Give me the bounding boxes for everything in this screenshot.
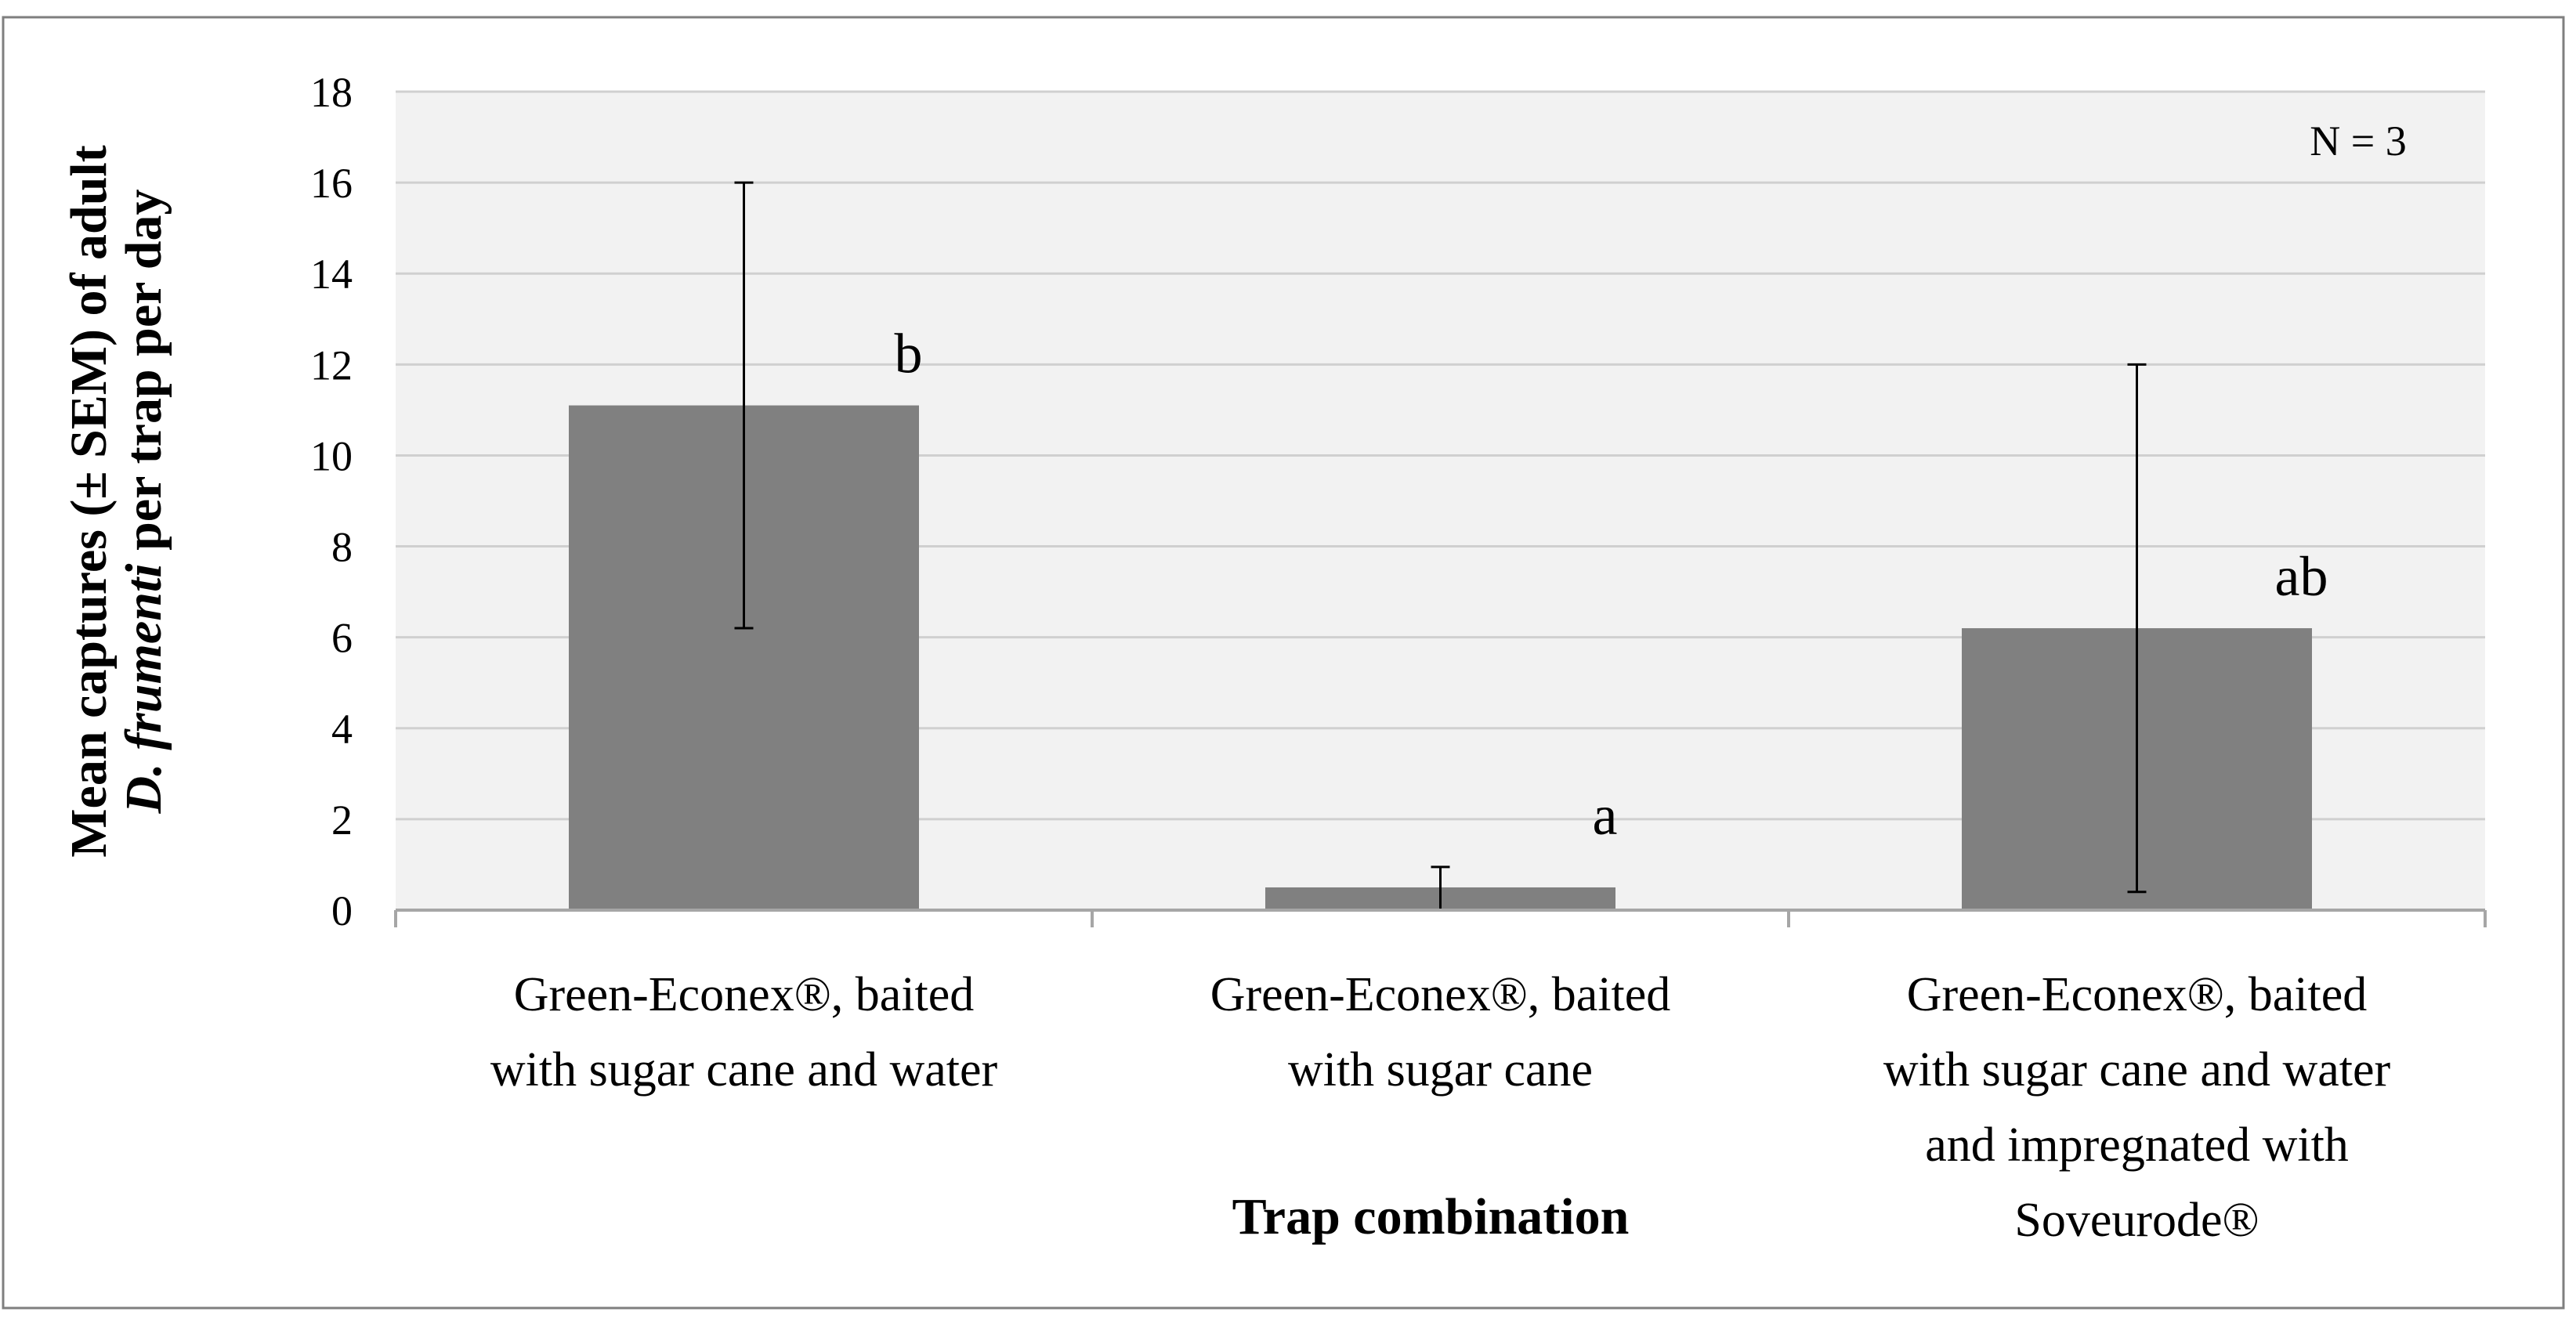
category-label: with sugar cane and water [1883,1043,2391,1097]
category-label: Soveurode® [2014,1194,2259,1247]
y-tick-label: 2 [331,797,353,844]
y-tick-label: 10 [310,432,353,479]
category-label: Green-Econex®, baited [514,968,975,1021]
category-label: with sugar cane [1288,1043,1593,1097]
category-label: Green-Econex®, baited [1907,968,2368,1021]
y-tick-label: 6 [331,615,353,662]
error-bar [2127,363,2147,894]
sample-size-note: N = 3 [2310,117,2406,164]
y-axis-title: Mean captures (± SEM) of adult D. frumen… [60,145,172,857]
significance-letters: b a ab [895,323,2328,847]
error-bar [734,181,754,630]
y-axis-title-line1: Mean captures (± SEM) of adult [60,145,118,857]
category-label: and impregnated with [1925,1118,2349,1172]
y-tick-label: 8 [331,524,353,571]
y-tick-label: 0 [331,887,353,934]
svg-text:Mean captures (± SEM) of adult: Mean captures (± SEM) of adult [60,145,118,857]
axes [394,909,2487,927]
y-tick-label: 16 [310,160,353,207]
y-tick-label: 4 [331,706,353,753]
category-label: Green-Econex®, baited [1210,968,1671,1021]
significance-letter: ab [2275,545,2328,608]
significance-letter: b [895,323,923,385]
y-tick-labels: 0 2 4 6 8 10 12 14 16 18 [310,69,353,934]
y-tick-label: 14 [310,251,353,298]
category-label: with sugar cane and water [490,1043,998,1097]
y-axis-title-species: D. frumenti [115,563,172,815]
y-tick-label: 12 [310,341,353,388]
y-tick-label: 18 [310,69,353,116]
significance-letter: a [1593,784,1618,847]
category-labels: Green-Econex®, baited with sugar cane and… [490,968,2391,1247]
x-axis-title: Trap combination [1232,1188,1630,1245]
y-axis-title-line2: per trap per day [115,190,172,564]
svg-text:D. frumenti per trap per day: D. frumenti per trap per day [115,190,172,815]
